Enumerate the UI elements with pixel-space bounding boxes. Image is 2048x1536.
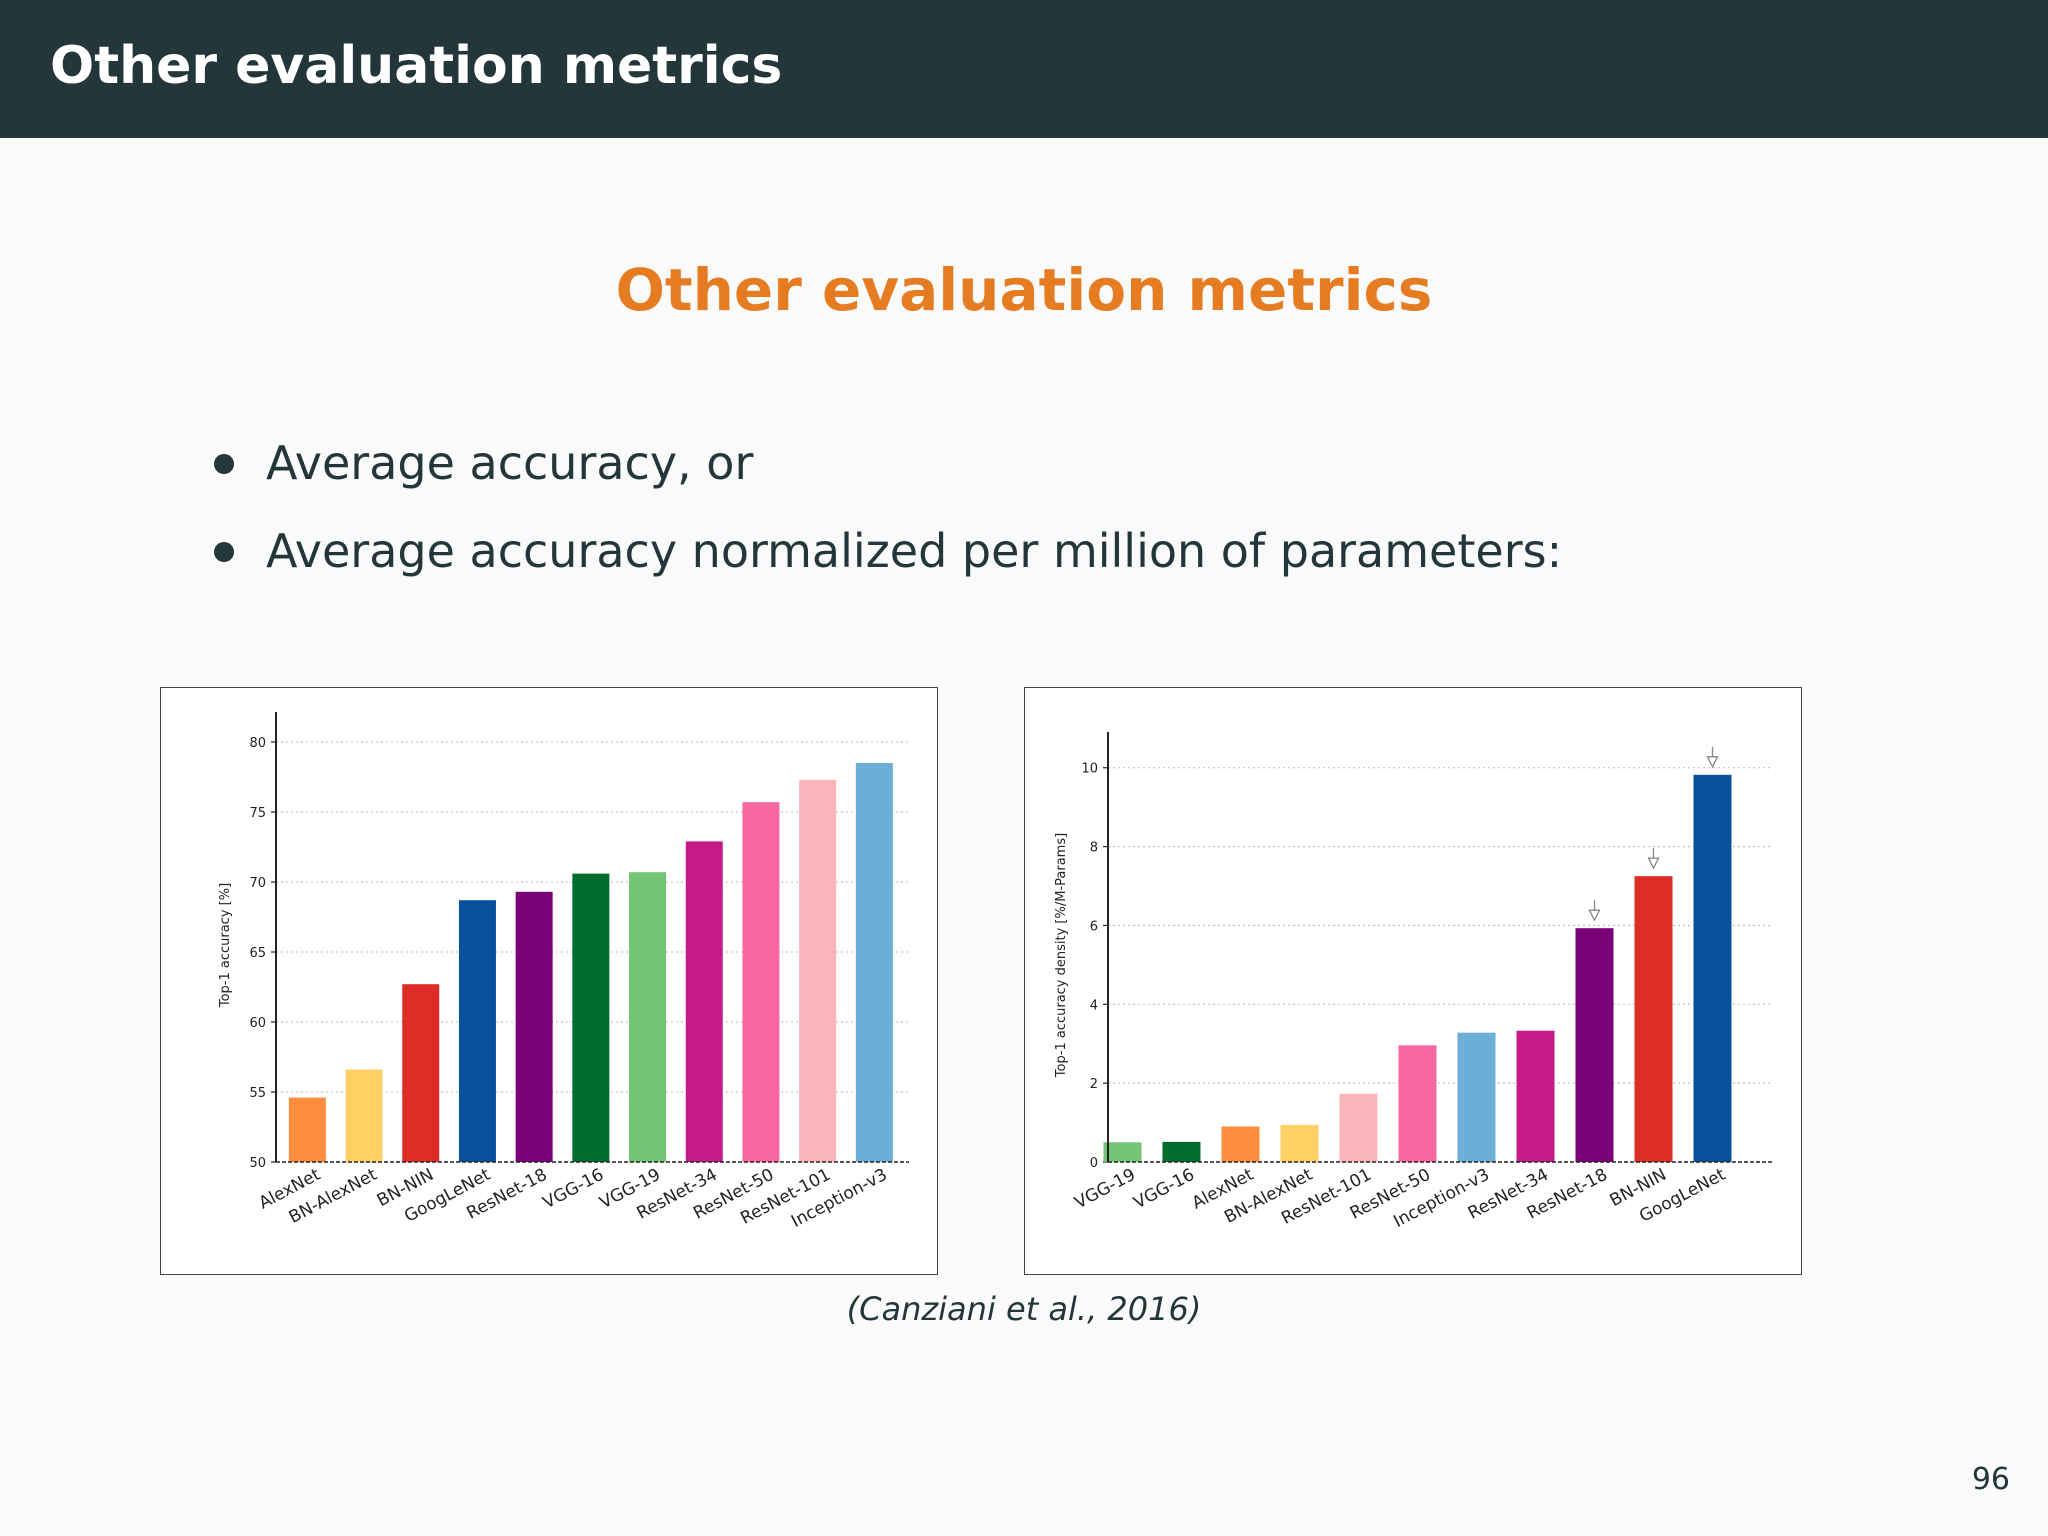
y-tick-label: 8 — [1090, 841, 1098, 856]
bar-resnet-18 — [1575, 928, 1614, 1162]
accuracy-density-bar-chart: 0 2 4 6 8 10 Top-1 accuracy density [%/M-Param… — [1054, 732, 1773, 1232]
bar-vgg-19 — [1103, 1142, 1142, 1162]
bar-bn-nin — [402, 984, 440, 1162]
bullet-dot-icon — [214, 454, 234, 474]
citation: (Canziani et al., 2016) — [846, 1290, 1202, 1328]
y-tick-label: 2 — [1090, 1077, 1098, 1092]
bar-inception-v3 — [1457, 1032, 1496, 1162]
y-tick-label: 70 — [249, 876, 266, 891]
bar-resnet-101 — [799, 779, 837, 1162]
x-tick-label: VGG-16 — [540, 1165, 607, 1214]
y-tick-label: 6 — [1090, 919, 1098, 934]
bar-resnet-101 — [1339, 1093, 1378, 1162]
bar-alexnet — [288, 1097, 326, 1162]
bar-inception-v3 — [855, 763, 893, 1162]
bar-resnet-34 — [685, 841, 723, 1162]
slide-header: Other evaluation metrics — [0, 0, 2048, 138]
bullet-item: Average accuracy normalized per million … — [210, 524, 1562, 612]
bar-resnet-50 — [1398, 1045, 1437, 1162]
bar-vgg-16 — [1162, 1141, 1201, 1162]
bullet-dot-icon — [214, 542, 234, 562]
slide-title: Other evaluation metrics — [615, 256, 1433, 324]
bar-resnet-18 — [515, 891, 553, 1162]
highlight-arrow-icon — [1706, 756, 1719, 769]
x-tick-label: VGG-16 — [1130, 1165, 1197, 1214]
y-tick-label: 10 — [1081, 762, 1098, 777]
y-tick-label: 75 — [249, 806, 266, 821]
page-number: 96 — [1971, 1462, 2010, 1497]
bullet-item: Average accuracy, or — [210, 436, 1562, 524]
bar-vgg-19 — [629, 872, 667, 1162]
accuracy-chart-frame: 50 55 60 65 70 75 80 Top-1 accuracy [%] AlexNet B… — [160, 687, 938, 1275]
accuracy-density-chart-frame: 0 2 4 6 8 10 Top-1 accuracy density [%/M-Param… — [1024, 687, 1802, 1275]
y-axis-label: Top-1 accuracy [%] — [218, 883, 233, 1008]
y-tick-label: 80 — [249, 736, 266, 751]
y-tick-label: 4 — [1090, 998, 1098, 1013]
bar-bn-nin — [1634, 876, 1673, 1162]
bar-vgg-16 — [572, 873, 610, 1162]
bullet-text: Average accuracy, or — [266, 436, 754, 490]
bullet-text: Average accuracy normalized per million … — [266, 524, 1563, 578]
bar-bn-alexnet — [1280, 1124, 1319, 1162]
bar-googlenet — [458, 900, 496, 1162]
bar-resnet-34 — [1516, 1030, 1555, 1162]
header-title: Other evaluation metrics — [50, 36, 783, 96]
bullet-list: Average accuracy, or Average accuracy no… — [210, 436, 1562, 612]
bar-googlenet — [1693, 774, 1732, 1162]
y-tick-label: 0 — [1090, 1156, 1098, 1171]
highlight-arrow-icon — [1588, 909, 1601, 922]
y-tick-label: 65 — [249, 946, 266, 961]
y-tick-label: 55 — [249, 1086, 266, 1101]
highlight-arrow-icon — [1647, 857, 1660, 870]
y-tick-label: 50 — [249, 1156, 266, 1171]
y-axis-label: Top-1 accuracy density [%/M-Params] — [1054, 833, 1069, 1078]
bar-bn-alexnet — [345, 1069, 383, 1162]
x-tick-label: VGG-19 — [1071, 1165, 1138, 1214]
bar-alexnet — [1221, 1126, 1260, 1162]
bar-resnet-50 — [742, 802, 780, 1162]
y-tick-label: 60 — [249, 1016, 266, 1031]
